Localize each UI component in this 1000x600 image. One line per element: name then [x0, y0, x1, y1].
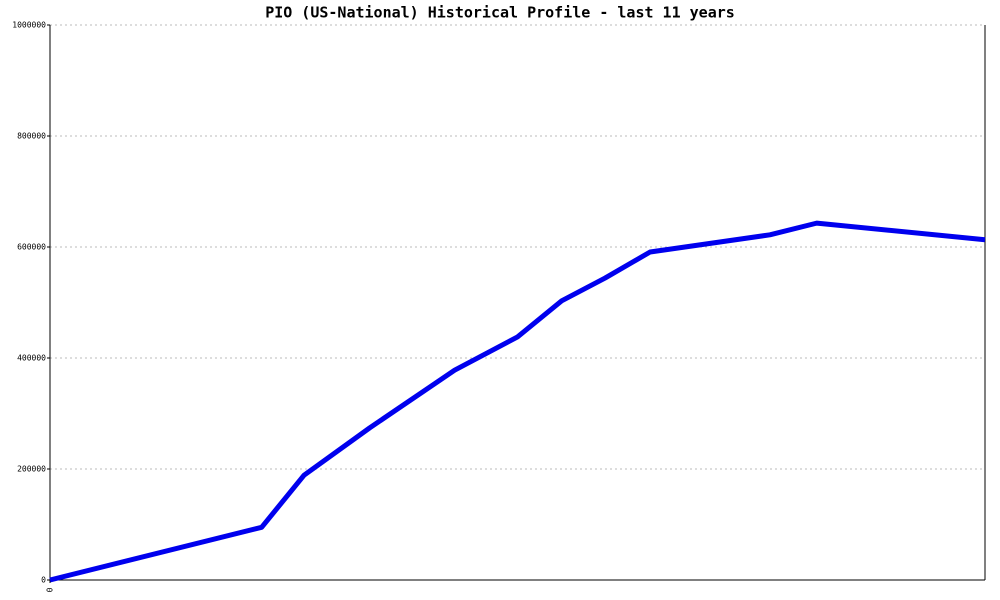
y-tick-label: 600000 [17, 243, 46, 252]
chart-title: PIO (US-National) Historical Profile - l… [265, 4, 735, 22]
y-tick-label: 0 [41, 576, 46, 585]
x-tick-label: 0 [46, 587, 55, 592]
y-tick-label: 800000 [17, 132, 46, 141]
y-tick-label: 400000 [17, 354, 46, 363]
data-line [49, 220, 986, 583]
y-tick-label: 1000000 [12, 21, 46, 30]
y-tick-label: 200000 [17, 465, 46, 474]
